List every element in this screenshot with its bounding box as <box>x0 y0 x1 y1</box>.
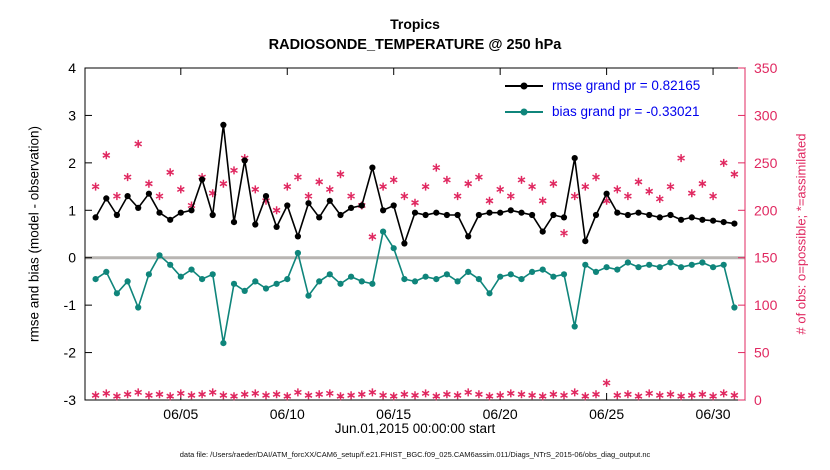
svg-text:250: 250 <box>754 155 778 171</box>
left-axis-label: rmse and bias (model - observation) <box>26 125 42 343</box>
chart-subtitle: RADIOSONDE_TEMPERATURE @ 250 hPa <box>268 37 562 53</box>
legend-marker-dot <box>520 108 528 115</box>
svg-text:300: 300 <box>754 107 778 123</box>
svg-text:06/20: 06/20 <box>483 406 518 422</box>
legend-line-sample-bias <box>505 108 543 115</box>
chart-title: Tropics <box>390 16 440 32</box>
svg-text:06/10: 06/10 <box>270 406 305 422</box>
legend-line-sample-rmse <box>505 82 543 89</box>
svg-text:0: 0 <box>68 250 76 266</box>
right-axis-label: # of obs: o=possible; *=assimilated <box>793 133 809 335</box>
legend-item-bias: bias grand pr = -0.33021 <box>505 104 700 119</box>
svg-text:2: 2 <box>68 155 76 171</box>
legend-label-bias: bias grand pr = -0.33021 <box>552 104 700 119</box>
svg-text:06/30: 06/30 <box>696 406 731 422</box>
svg-text:350: 350 <box>754 60 778 76</box>
svg-text:-2: -2 <box>64 345 77 361</box>
svg-text:50: 50 <box>754 345 770 361</box>
svg-text:06/25: 06/25 <box>589 406 624 422</box>
svg-text:-1: -1 <box>64 297 77 313</box>
svg-text:06/05: 06/05 <box>163 406 198 422</box>
svg-text:-3: -3 <box>64 392 77 408</box>
data-file-caption: data file: /Users/raeder/DAI/ATM_forcXX/… <box>179 450 651 459</box>
svg-text:4: 4 <box>68 60 76 76</box>
svg-text:150: 150 <box>754 250 778 266</box>
x-axis-label: Jun.01,2015 00:00:00 start <box>334 421 496 436</box>
svg-text:100: 100 <box>754 297 778 313</box>
svg-text:1: 1 <box>68 202 76 218</box>
svg-text:06/15: 06/15 <box>376 406 411 422</box>
legend-label-rmse: rmse grand pr = 0.82165 <box>552 78 701 93</box>
svg-text:0: 0 <box>754 392 762 408</box>
svg-text:3: 3 <box>68 107 76 123</box>
legend: rmse grand pr = 0.82165 bias grand pr = … <box>505 78 700 119</box>
legend-marker-dot <box>520 82 528 89</box>
svg-text:200: 200 <box>754 202 778 218</box>
legend-item-rmse: rmse grand pr = 0.82165 <box>505 78 700 93</box>
